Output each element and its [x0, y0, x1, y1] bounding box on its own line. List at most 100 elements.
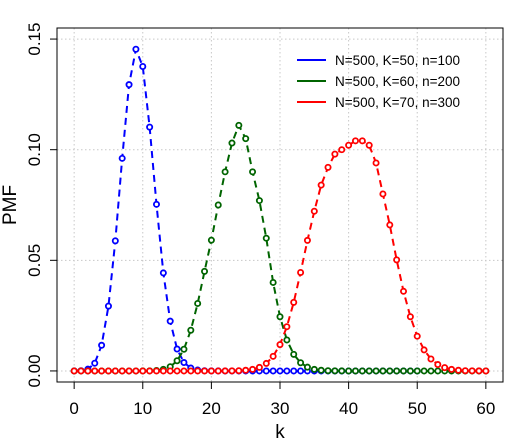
legend: N=500, K=50, n=100 N=500, K=60, n=200 N=50… — [297, 53, 460, 110]
data-point — [180, 345, 188, 353]
data-point — [125, 367, 133, 375]
data-point — [173, 367, 181, 375]
data-point — [98, 341, 106, 349]
grid — [57, 28, 503, 382]
data-point — [152, 367, 160, 375]
data-point — [420, 346, 428, 354]
data-point — [365, 141, 373, 149]
y-tick-label: 0.10 — [25, 133, 44, 166]
data-point — [84, 367, 92, 375]
data-point — [413, 332, 421, 340]
data-point — [166, 317, 174, 325]
data-point — [221, 367, 229, 375]
data-point — [228, 139, 236, 147]
data-point — [303, 363, 311, 371]
data-point — [297, 359, 305, 367]
data-point — [276, 313, 284, 321]
data-point — [249, 365, 257, 373]
y-tick-label: 0.05 — [25, 244, 44, 277]
data-point — [358, 137, 366, 145]
data-point — [201, 267, 209, 275]
data-point — [125, 81, 133, 89]
data-point — [139, 62, 147, 70]
data-point — [70, 367, 78, 375]
data-point — [338, 367, 346, 375]
data-point — [351, 137, 359, 145]
data-point — [448, 365, 456, 373]
data-point — [345, 367, 353, 375]
data-point — [372, 159, 380, 167]
x-tick-label: 20 — [202, 399, 221, 418]
data-point — [283, 367, 291, 375]
data-point — [345, 141, 353, 149]
data-point — [262, 367, 270, 375]
data-point — [283, 336, 291, 344]
data-point — [406, 313, 414, 321]
data-point — [427, 367, 435, 375]
data-point — [338, 146, 346, 154]
x-tick-label: 50 — [408, 399, 427, 418]
data-point — [221, 168, 229, 176]
data-point — [91, 367, 99, 375]
data-point — [262, 234, 270, 242]
data-point — [139, 367, 147, 375]
data-point — [159, 367, 167, 375]
data-point — [255, 197, 263, 205]
data-point — [242, 135, 250, 143]
data-point — [379, 367, 387, 375]
data-point — [468, 367, 476, 375]
data-point — [331, 150, 339, 158]
data-point — [303, 236, 311, 244]
data-point — [331, 367, 339, 375]
data-point — [166, 367, 174, 375]
series-group — [70, 45, 490, 375]
data-point — [454, 366, 462, 374]
data-point — [132, 367, 140, 375]
data-point — [269, 367, 277, 375]
data-point — [180, 359, 188, 367]
data-point — [235, 121, 243, 129]
data-point — [201, 367, 209, 375]
data-point — [146, 123, 154, 131]
data-point — [111, 237, 119, 245]
data-point — [310, 207, 318, 215]
data-point — [118, 154, 126, 162]
data-point — [269, 278, 277, 286]
data-point — [317, 366, 325, 374]
data-point — [214, 367, 222, 375]
data-point — [146, 367, 154, 375]
x-tick-label: 40 — [339, 399, 358, 418]
data-point — [173, 345, 181, 353]
data-point — [283, 323, 291, 331]
data-point — [324, 367, 332, 375]
data-point — [249, 168, 257, 176]
data-point — [475, 367, 483, 375]
data-point — [235, 367, 243, 375]
data-point — [386, 221, 394, 229]
data-point — [290, 367, 298, 375]
data-point — [441, 364, 449, 372]
y-tick-label: 0.15 — [25, 23, 44, 56]
data-point — [310, 365, 318, 373]
data-point — [152, 200, 160, 208]
data-point — [420, 367, 428, 375]
data-point — [297, 367, 305, 375]
data-point — [461, 367, 469, 375]
data-point — [365, 367, 373, 375]
x-axis-title: k — [275, 422, 285, 442]
data-point — [187, 367, 195, 375]
series-3 — [70, 137, 490, 375]
data-point — [372, 367, 380, 375]
data-point — [118, 367, 126, 375]
data-point — [413, 367, 421, 375]
data-point — [173, 357, 181, 365]
data-point — [434, 361, 442, 369]
data-point — [317, 181, 325, 189]
legend-label: N=500, K=70, n=300 — [335, 95, 460, 110]
data-point — [393, 367, 401, 375]
data-point — [393, 256, 401, 264]
data-point — [159, 269, 167, 277]
data-point — [187, 326, 195, 334]
y-axis-title: PMF — [0, 185, 21, 225]
